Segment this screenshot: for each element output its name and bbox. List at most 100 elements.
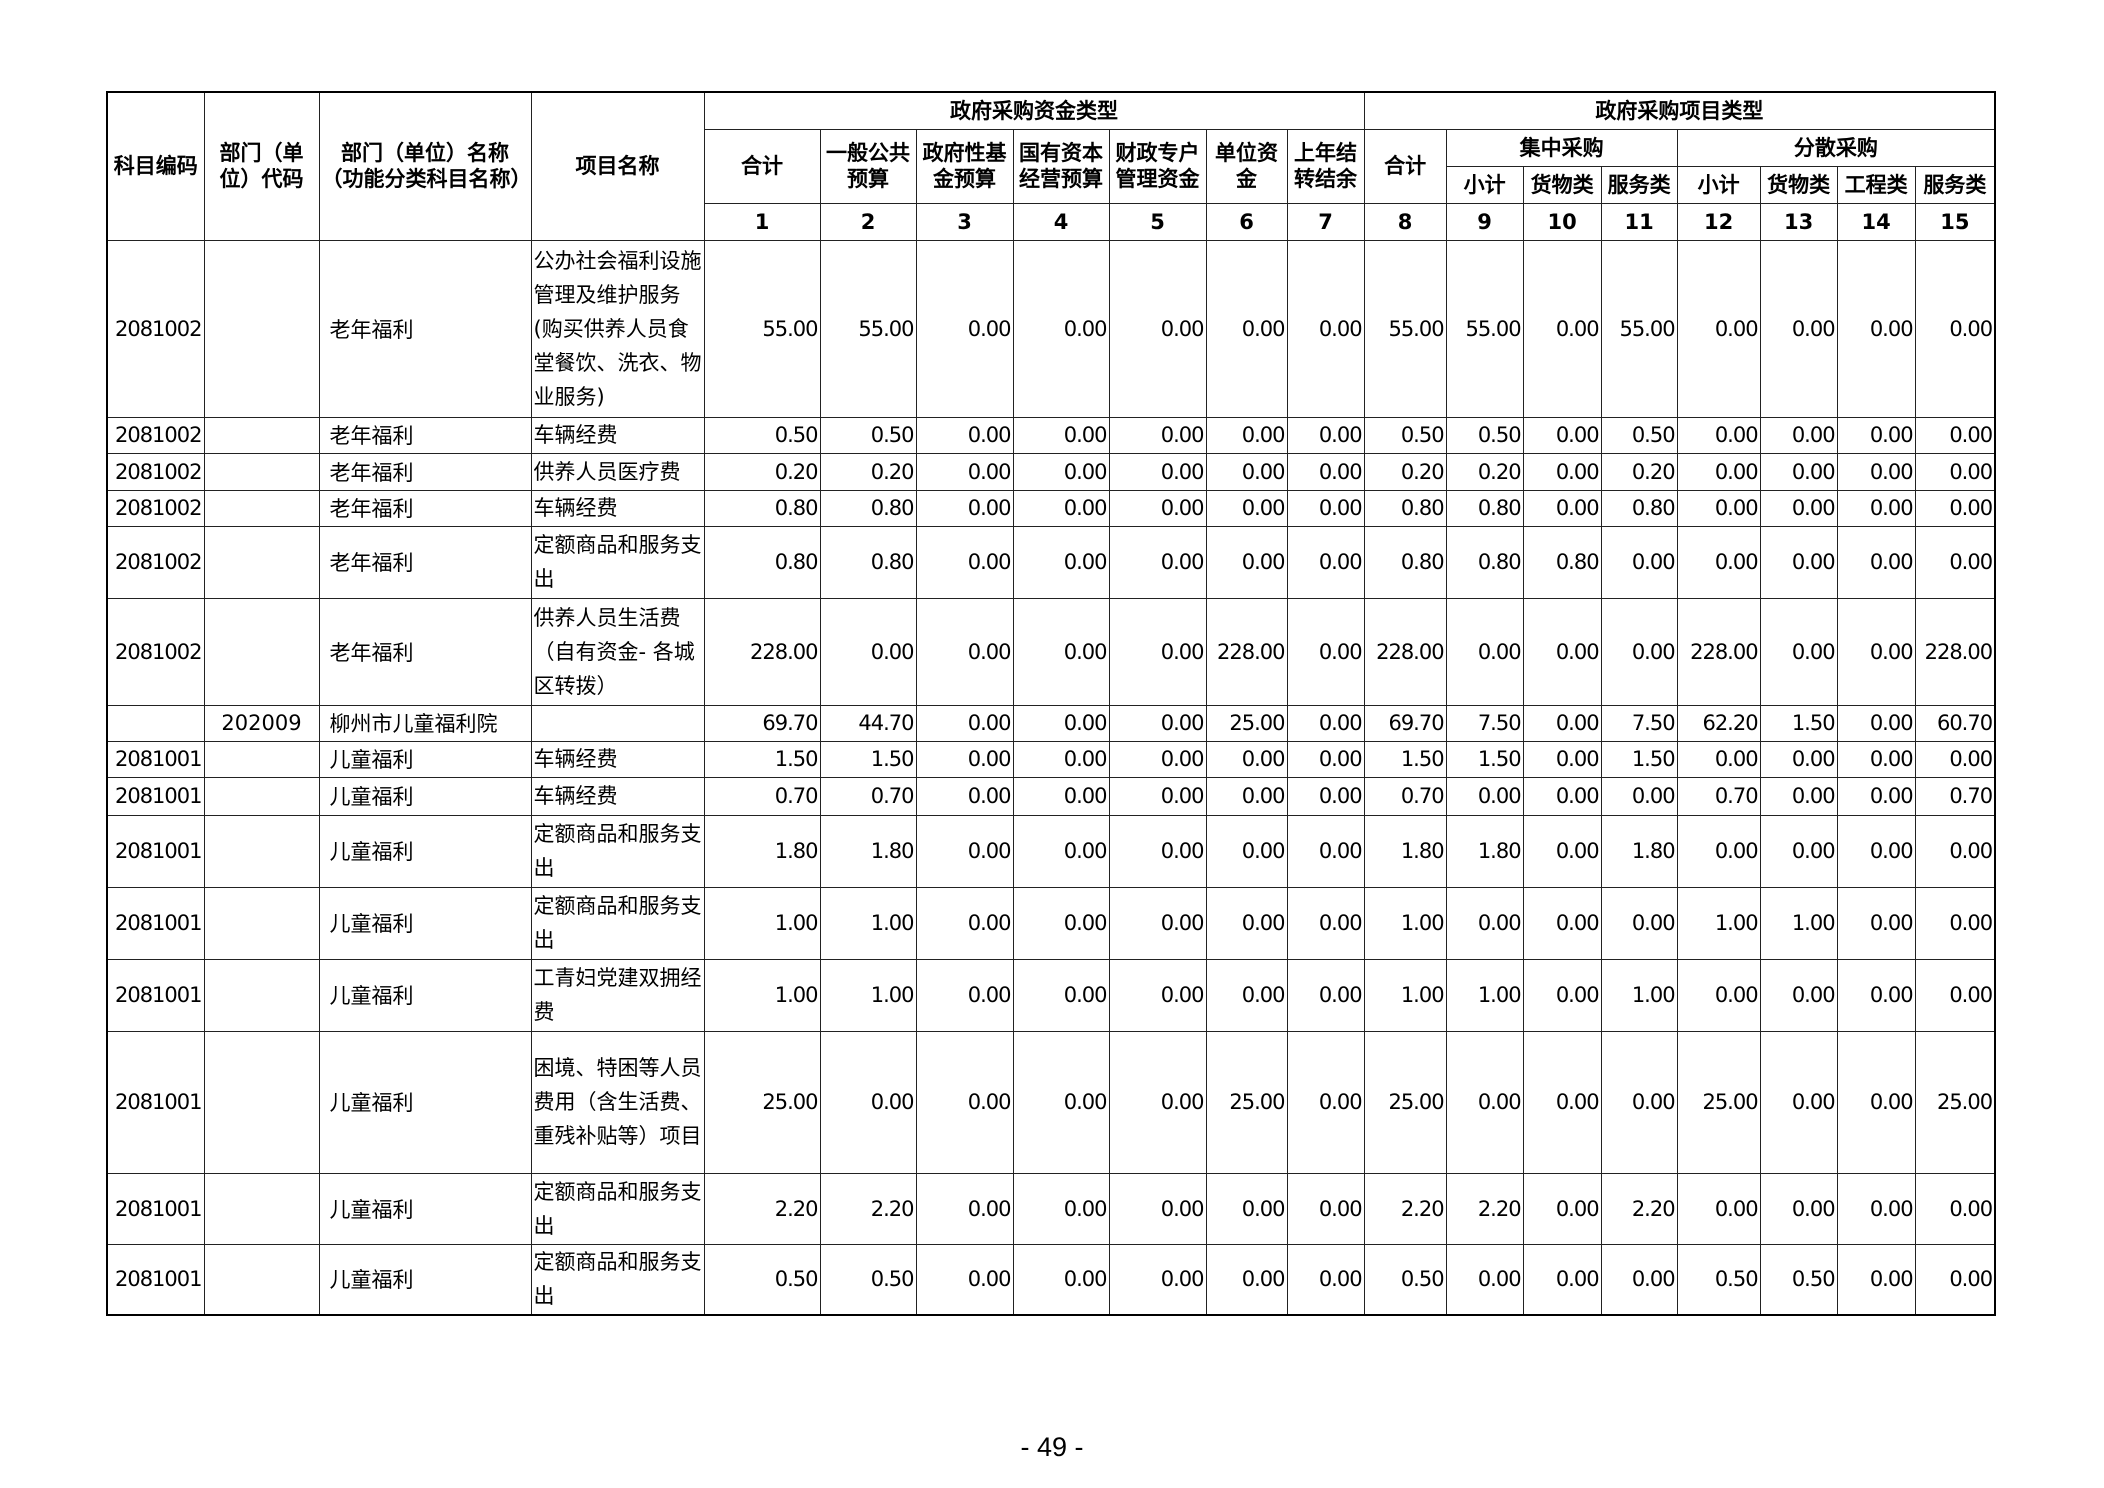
subject-code-cell: 2081002 (106, 597, 205, 706)
value-cell: 0.00 (1759, 597, 1838, 706)
dept-name-cell: 老年福利 (318, 489, 532, 527)
value-cell: 0.00 (1914, 525, 1996, 599)
table-row: 2081001 儿童福利 困境、特困等人员费用（含生活费、重残补贴等）项目 25.00… (106, 1030, 1996, 1174)
value-cell: 0.00 (1108, 776, 1207, 816)
header-column-number: 6 (1205, 202, 1288, 241)
value-cell: 1.00 (1676, 886, 1761, 960)
value-cell: 0.00 (1522, 1030, 1602, 1174)
table-row: 2081002 老年福利 供养人员生活费（自有资金- 各城区转拨） 228.00 0.0… (106, 597, 1996, 706)
value-cell: 0.50 (1363, 416, 1447, 454)
value-cell: 1.00 (819, 958, 917, 1032)
value-cell: 0.50 (819, 416, 917, 454)
item-name-cell: 定额商品和服务支出 (530, 814, 705, 888)
value-cell: 0.70 (819, 776, 917, 816)
subject-code-cell (106, 704, 205, 742)
value-cell: 0.00 (1205, 1172, 1288, 1245)
dept-name-cell: 儿童福利 (318, 776, 532, 816)
dept-name-cell: 儿童福利 (318, 886, 532, 960)
value-cell: 0.80 (1445, 525, 1524, 599)
value-cell: 1.50 (1445, 740, 1524, 778)
value-cell: 0.00 (1286, 489, 1365, 527)
value-cell: 0.00 (1286, 597, 1365, 706)
value-cell: 1.00 (1445, 958, 1524, 1032)
dept-code-cell (203, 489, 320, 527)
dept-name-cell: 儿童福利 (318, 1030, 532, 1174)
value-cell: 0.00 (1012, 1243, 1110, 1316)
value-cell: 0.80 (1363, 489, 1447, 527)
table-row: 2081001 儿童福利 定额商品和服务支出 1.80 1.80 0.00 0.00 0.00… (106, 814, 1996, 888)
value-cell: 0.00 (1914, 886, 1996, 960)
value-cell: 0.50 (703, 416, 821, 454)
value-cell: 0.00 (1012, 814, 1110, 888)
value-cell: 0.00 (1522, 1243, 1602, 1316)
value-cell: 0.00 (1759, 1172, 1838, 1245)
item-name-cell: 车辆经费 (530, 489, 705, 527)
item-name-cell: 定额商品和服务支出 (530, 1172, 705, 1245)
value-cell: 0.00 (1676, 239, 1761, 418)
value-cell: 0.80 (1600, 489, 1678, 527)
value-cell: 0.00 (1676, 814, 1761, 888)
table-row: 2081002 老年福利 公办社会福利设施管理及维护服务(购买供养人员食堂餐饮、洗衣… (106, 239, 1996, 418)
value-cell: 2.20 (703, 1172, 821, 1245)
header-column-number: 15 (1914, 202, 1996, 241)
header-fund-col: 单位资金 (1205, 128, 1288, 204)
value-cell: 0.00 (1205, 814, 1288, 888)
value-cell: 0.00 (1836, 704, 1916, 742)
value-cell: 0.00 (915, 1172, 1014, 1245)
value-cell: 0.00 (1914, 239, 1996, 418)
dept-name-cell: 老年福利 (318, 416, 532, 454)
header-dispersed-col: 服务类 (1914, 165, 1996, 204)
value-cell: 0.00 (1836, 1172, 1916, 1245)
value-cell: 228.00 (1676, 597, 1761, 706)
value-cell: 0.00 (1836, 597, 1916, 706)
header-column-number: 3 (915, 202, 1014, 241)
dept-code-cell (203, 1030, 320, 1174)
value-cell: 1.80 (1445, 814, 1524, 888)
value-cell: 228.00 (1363, 597, 1447, 706)
value-cell: 0.00 (1759, 525, 1838, 599)
value-cell: 1.80 (703, 814, 821, 888)
value-cell: 0.00 (1205, 416, 1288, 454)
dept-name-cell: 儿童福利 (318, 1172, 532, 1245)
header-fund-col: 财政专户管理资金 (1108, 128, 1207, 204)
value-cell: 0.00 (915, 239, 1014, 418)
value-cell: 0.20 (1445, 452, 1524, 491)
value-cell: 0.50 (1676, 1243, 1761, 1316)
value-cell: 0.00 (1286, 886, 1365, 960)
value-cell: 2.20 (1445, 1172, 1524, 1245)
value-cell: 25.00 (703, 1030, 821, 1174)
dept-code-cell (203, 740, 320, 778)
item-name-cell: 困境、特困等人员费用（含生活费、重残补贴等）项目 (530, 1030, 705, 1174)
header-column-number: 14 (1836, 202, 1916, 241)
value-cell: 0.50 (1445, 416, 1524, 454)
dept-code-cell (203, 886, 320, 960)
value-cell: 0.00 (1012, 452, 1110, 491)
subject-code-cell: 2081001 (106, 740, 205, 778)
value-cell: 0.00 (1012, 958, 1110, 1032)
value-cell: 0.00 (1286, 1030, 1365, 1174)
value-cell: 0.00 (1522, 704, 1602, 742)
value-cell: 55.00 (1363, 239, 1447, 418)
value-cell: 0.00 (1108, 1030, 1207, 1174)
value-cell: 0.00 (1676, 489, 1761, 527)
header-column-number: 5 (1108, 202, 1207, 241)
header-central-col: 货物类 (1522, 165, 1602, 204)
item-name-cell: 供养人员生活费（自有资金- 各城区转拨） (530, 597, 705, 706)
value-cell: 0.00 (1012, 1030, 1110, 1174)
value-cell: 0.00 (1522, 489, 1602, 527)
value-cell: 0.00 (1012, 525, 1110, 599)
header-fund-col: 上年结转结余 (1286, 128, 1365, 204)
value-cell: 0.50 (1600, 416, 1678, 454)
table-row: 202009 柳州市儿童福利院 69.70 44.70 0.00 0.00 0.00 25.0… (106, 704, 1996, 742)
value-cell: 0.00 (1286, 776, 1365, 816)
table-row: 2081001 儿童福利 定额商品和服务支出 1.00 1.00 0.00 0.00 0.00… (106, 886, 1996, 960)
value-cell: 0.00 (915, 776, 1014, 816)
value-cell: 0.00 (1914, 416, 1996, 454)
value-cell: 0.00 (1108, 958, 1207, 1032)
header-project-group: 政府采购项目类型 (1363, 91, 1996, 130)
header-dispersed: 分散采购 (1676, 128, 1996, 167)
value-cell: 0.00 (1914, 740, 1996, 778)
value-cell: 0.00 (1600, 1030, 1678, 1174)
table-row: 2081002 老年福利 供养人员医疗费 0.20 0.20 0.00 0.00 0.00 0.… (106, 452, 1996, 491)
dept-code-cell (203, 452, 320, 491)
